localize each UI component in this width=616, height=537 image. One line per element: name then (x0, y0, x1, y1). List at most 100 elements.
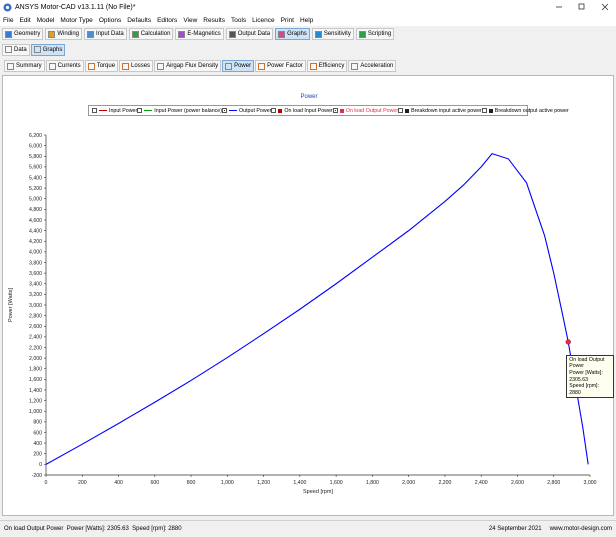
y-tick-label: 4,000 (29, 250, 42, 256)
y-tick-label: 5,800 (29, 154, 42, 160)
tab[interactable]: Graphs (30, 43, 66, 56)
status-bar: On load Output Power Power [Watts]: 2305… (0, 520, 616, 537)
toolbar-label: Winding (57, 31, 80, 37)
toolbar-icon (228, 30, 236, 38)
y-tick-label: 1,800 (29, 367, 42, 373)
tab-icon (5, 46, 12, 53)
legend-item[interactable]: Input Power (power balance) (137, 108, 222, 114)
legend-swatch (144, 109, 153, 112)
y-tick-label: 1,000 (29, 409, 42, 415)
graph-tab[interactable]: Summary (4, 60, 45, 72)
graph-tab-icon (351, 62, 359, 70)
y-axis-label: Power [Watts] (8, 288, 14, 322)
y-tick-label: 600 (33, 430, 42, 436)
menu-item[interactable]: Tools (230, 16, 247, 24)
toolbar-button[interactable]: Geometry (2, 28, 44, 40)
menu-item[interactable]: Editors (157, 16, 178, 24)
y-tick-label: 800 (33, 420, 42, 426)
legend-item[interactable]: Breakdown output active power (481, 107, 569, 114)
toolbar-button[interactable]: Input Data (84, 28, 127, 40)
menu-item[interactable]: Help (299, 16, 314, 24)
x-tick-label: 2,000 (402, 480, 415, 486)
graph-tab[interactable]: Torque (84, 60, 119, 72)
tooltip-line: Speed [rpm]: 2880 (569, 383, 599, 396)
toolbar-button[interactable]: Winding (45, 28, 83, 40)
y-tick-label: 3,800 (29, 260, 42, 266)
y-tick-label: 400 (33, 441, 42, 447)
toolbar-button[interactable]: Sensitivity (311, 28, 354, 40)
menu-item[interactable]: Licence (252, 16, 275, 24)
graph-tab[interactable]: Losses (119, 60, 154, 72)
graph-tab[interactable]: Airgap Flux Density (154, 60, 222, 72)
legend-checkbox[interactable] (332, 108, 338, 113)
toolbar-label: E-Magnetics (187, 31, 221, 37)
legend-item[interactable]: Input Power (92, 108, 137, 114)
menu-item[interactable]: Motor Type (60, 16, 93, 24)
graph-tab-bar: Summary Currents Torque Losses Airgap Flux D… (0, 59, 616, 73)
menu-item[interactable]: Model (36, 16, 55, 24)
menu-item[interactable]: View (183, 16, 198, 24)
legend-item[interactable]: Output Power (222, 108, 271, 114)
y-tick-label: 4,600 (29, 218, 42, 224)
window-title: ANSYS Motor-CAD v13.1.11 (No File)* (15, 3, 136, 11)
x-tick-label: 1,800 (366, 480, 379, 486)
legend-item[interactable]: Breakdown input active power (398, 108, 482, 114)
graph-tab[interactable]: Acceleration (348, 60, 397, 72)
toolbar-label: Graphs (287, 31, 307, 37)
legend-checkbox[interactable] (222, 108, 228, 113)
y-tick-label: 2,000 (29, 356, 42, 362)
legend-checkbox[interactable] (92, 108, 97, 113)
tooltip-line: Power [Watts]: 2305.63 (569, 370, 603, 383)
y-tick-label: 0 (39, 462, 42, 468)
menu-item[interactable]: Results (203, 16, 225, 24)
menu-item[interactable]: Print (280, 16, 294, 24)
legend-checkbox[interactable] (137, 108, 143, 113)
graph-tab-icon (309, 62, 317, 70)
y-tick-label: 1,600 (29, 377, 42, 383)
graph-tab[interactable]: Currents (45, 60, 84, 72)
menu-item[interactable]: Defaults (127, 16, 152, 24)
menu-item[interactable]: Edit (19, 16, 31, 24)
toolbar-button[interactable]: E-Magnetics (175, 28, 224, 40)
toolbar: Geometry Winding Input Data Calculation E-Ma… (0, 27, 616, 41)
legend-checkbox[interactable] (271, 108, 277, 113)
toolbar-button[interactable]: Graphs (275, 28, 310, 40)
status-date: 24 September 2021 (488, 526, 542, 532)
legend-item[interactable]: On load Input Power (271, 108, 333, 114)
legend-label: Breakdown output active power (494, 107, 569, 114)
legend-item[interactable]: On load Output Power (332, 107, 399, 114)
toolbar-label: Scripting (367, 31, 392, 37)
toolbar-button[interactable]: Calculation (128, 28, 174, 40)
graph-tab-icon (122, 62, 130, 70)
tab[interactable]: Data (2, 43, 30, 56)
menu-item[interactable]: File (3, 16, 14, 24)
data-line (45, 152, 589, 465)
data-point (565, 339, 571, 345)
graph-tab-label: Airgap Flux Density (166, 63, 219, 69)
status-website: www.motor-design.com (549, 526, 612, 532)
window-controls[interactable] (546, 0, 616, 14)
y-tick-label: 3,400 (29, 282, 42, 288)
y-tick-label: 1,200 (29, 398, 42, 404)
legend-label: Output Power (239, 107, 272, 114)
y-tick-label: 5,600 (29, 165, 42, 171)
legend-checkbox[interactable] (481, 108, 487, 113)
tab-label: Graphs (42, 46, 63, 53)
title-bar: ANSYS Motor-CAD v13.1.11 (No File)* (0, 0, 616, 14)
x-tick-label: 200 (78, 480, 87, 486)
graph-tab[interactable]: Power Factor (255, 60, 306, 72)
graph-tab-label: Power Factor (267, 63, 303, 69)
graph-tab-label: Losses (131, 63, 151, 69)
toolbar-icon (178, 30, 186, 38)
chart-title: Power (300, 94, 317, 100)
menu-item[interactable]: Options (98, 16, 122, 24)
legend-checkbox[interactable] (398, 108, 404, 113)
toolbar-button[interactable]: Output Data (225, 28, 274, 40)
toolbar-button[interactable]: Scripting (355, 28, 395, 40)
x-tick-label: 2,600 (511, 480, 524, 486)
graph-tab[interactable]: Power (222, 60, 255, 72)
x-tick-label: 1,600 (330, 480, 343, 486)
y-tick-label: 3,600 (29, 271, 42, 277)
legend-label: On load Output Power (345, 107, 399, 114)
graph-tab[interactable]: Efficiency (306, 60, 348, 72)
